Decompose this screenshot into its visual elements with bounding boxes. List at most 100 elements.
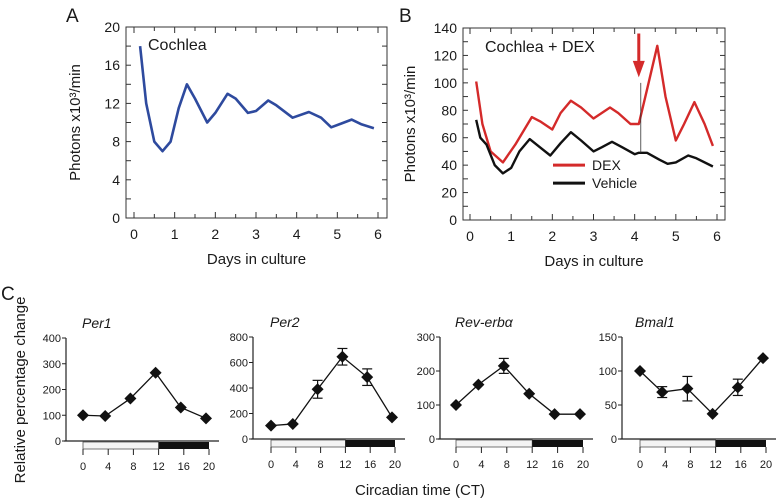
light-phase-bar — [270, 439, 346, 448]
x-tick-label: 12 — [339, 459, 351, 471]
chart-per2: Per2 0 200 400 600 800 0 4 8 12 16 20 — [230, 314, 405, 471]
data-point — [681, 382, 694, 395]
y-tick-label: 800 — [230, 332, 248, 344]
data-point — [99, 410, 112, 423]
x-tick-label: 20 — [760, 459, 772, 471]
x-tick-label: 20 — [389, 459, 401, 471]
annotation: Cochlea + DEX — [485, 39, 595, 56]
chart-title: Rev-erbα — [455, 314, 514, 330]
data-point — [472, 378, 485, 391]
y-tick-label: 120 — [434, 47, 458, 63]
x-tick-label: 4 — [293, 226, 301, 242]
y-tick-label: 200 — [43, 385, 61, 397]
data-point — [124, 392, 137, 405]
y-axis-label: Relative percentage change — [12, 297, 29, 484]
y-tick-label: 0 — [611, 434, 617, 446]
x-tick-label: 16 — [551, 459, 563, 471]
x-tick-label: 6 — [713, 228, 721, 244]
data-point — [200, 412, 212, 425]
x-tick-label: 20 — [203, 461, 215, 473]
x-axis-label: Days in culture — [544, 253, 643, 270]
data-point — [336, 350, 349, 363]
y-tick-label: 0 — [242, 434, 248, 446]
y-tick-label: 0 — [449, 212, 457, 228]
data-point — [77, 409, 89, 422]
y-tick-label: 12 — [104, 95, 120, 111]
y-tick-label: 80 — [441, 102, 457, 118]
data-point — [361, 371, 374, 384]
x-tick-label: 2 — [548, 228, 556, 244]
y-tick-label: 400 — [43, 333, 61, 345]
dark-phase-bar — [532, 440, 583, 447]
x-tick-label: 12 — [709, 459, 721, 471]
y-tick-label: 100 — [434, 75, 458, 91]
panel-label: C — [1, 284, 15, 305]
x-tick-label: 0 — [466, 228, 474, 244]
legend-label-dex: DEX — [592, 157, 621, 173]
y-axis-label: Photons x10³/min — [402, 66, 419, 183]
y-tick-label: 20 — [441, 185, 457, 201]
series-line — [82, 371, 207, 419]
y-tick-label: 8 — [112, 134, 120, 150]
x-tick-label: 8 — [504, 459, 510, 471]
y-tick-label: 100 — [417, 400, 435, 412]
x-tick-label: 3 — [590, 228, 598, 244]
chart-bmal1: Bmal1 0 50 100 150 0 4 8 12 16 20 — [599, 314, 776, 471]
dex-arrow-head-icon — [632, 60, 645, 78]
x-tick-label: 4 — [478, 459, 484, 471]
data-point — [706, 407, 719, 420]
x-tick-label: 3 — [252, 226, 260, 242]
x-tick-label: 1 — [507, 228, 515, 244]
x-tick-label: 20 — [577, 459, 589, 471]
y-tick-label: 0 — [429, 434, 435, 446]
x-tick-label: 4 — [631, 228, 639, 244]
x-tick-label: 8 — [687, 459, 693, 471]
y-tick-label: 50 — [605, 400, 617, 412]
data-point — [149, 366, 162, 379]
data-point — [286, 417, 299, 430]
series-line — [270, 355, 393, 427]
y-tick-label: 16 — [104, 57, 120, 73]
y-tick-label: 0 — [112, 210, 120, 226]
light-phase-bar — [82, 441, 159, 450]
x-tick-label: 2 — [211, 226, 219, 242]
x-tick-label: 4 — [662, 459, 668, 471]
panel-label: A — [66, 6, 79, 27]
chart-title: Bmal1 — [635, 314, 675, 330]
chart-title: Per2 — [270, 314, 300, 330]
data-point — [574, 408, 586, 421]
plot-frame — [462, 27, 726, 221]
x-tick-label: 6 — [374, 226, 382, 242]
data-point — [523, 387, 536, 400]
y-tick-label: 100 — [599, 366, 617, 378]
chart-rev-erb-: Rev-erbα 0 100 200 300 0 4 8 12 16 20 — [417, 314, 593, 471]
data-point — [265, 419, 277, 432]
x-tick-label: 1 — [171, 226, 179, 242]
x-tick-label: 0 — [268, 459, 274, 471]
data-point — [450, 399, 462, 411]
data-point — [656, 386, 669, 399]
dark-phase-bar — [715, 440, 766, 447]
x-tick-label: 12 — [152, 461, 164, 473]
y-tick-label: 300 — [417, 332, 435, 344]
x-tick-label: 16 — [735, 459, 747, 471]
series-line-cochlea — [138, 45, 375, 153]
x-tick-label: 5 — [672, 228, 680, 244]
data-point — [311, 383, 324, 396]
x-tick-label: 16 — [364, 459, 376, 471]
data-point — [757, 352, 769, 365]
chart-title: Per1 — [82, 315, 112, 331]
x-tick-label: 4 — [293, 459, 299, 471]
y-tick-label: 300 — [43, 359, 61, 371]
series-line — [455, 365, 580, 415]
data-point — [731, 381, 744, 394]
light-phase-bar — [639, 439, 716, 448]
dark-phase-bar — [158, 442, 209, 449]
y-tick-label: 200 — [417, 366, 435, 378]
data-point — [386, 411, 398, 424]
y-tick-label: 20 — [104, 19, 120, 35]
y-tick-label: 140 — [434, 20, 458, 36]
y-tick-label: 150 — [599, 332, 617, 344]
